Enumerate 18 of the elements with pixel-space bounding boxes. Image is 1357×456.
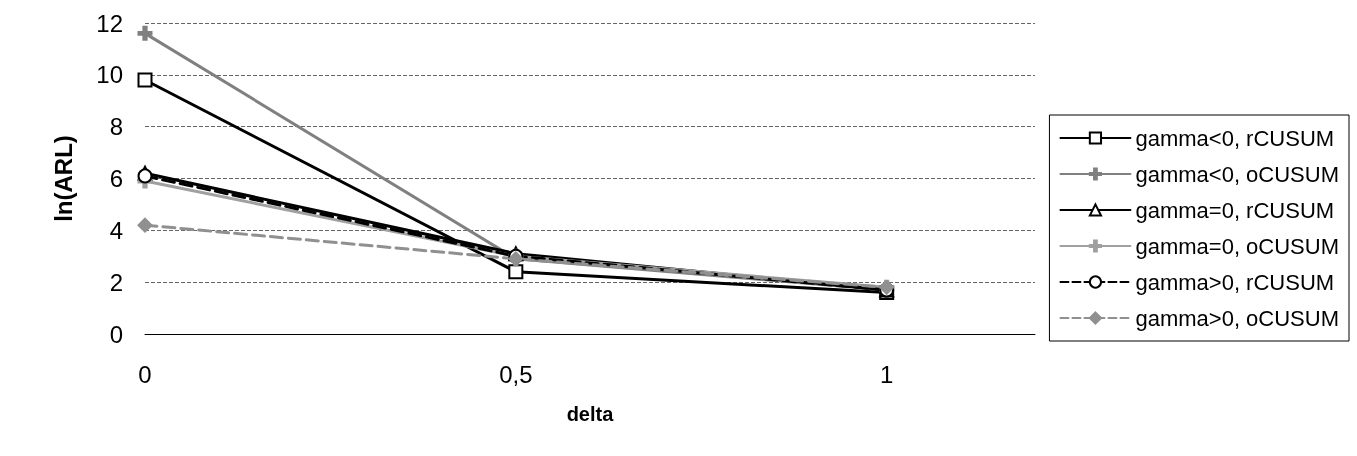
legend-label: gamma<0, oCUSUM <box>1135 161 1340 187</box>
legend-label: gamma=0, rCUSUM <box>1135 197 1335 223</box>
y-tick-label: 10 <box>96 61 123 89</box>
x-tick-label: 0 <box>138 360 152 388</box>
x-tick-label: 1 <box>879 360 894 388</box>
legend-label: gamma>0, oCUSUM <box>1135 305 1340 331</box>
y-tick-label: 4 <box>109 216 123 244</box>
y-tick-label: 0 <box>109 320 123 348</box>
y-tick-label: 12 <box>96 9 123 37</box>
legend-label: gamma<0, rCUSUM <box>1135 125 1335 151</box>
y-tick-label: 8 <box>109 113 123 141</box>
y-axis-title: ln(ARL) <box>49 135 77 222</box>
y-tick-label: 6 <box>109 165 123 192</box>
y-tick-label: 2 <box>109 268 123 296</box>
legend-label: gamma=0, oCUSUM <box>1135 233 1340 259</box>
x-axis-title: delta <box>566 403 615 425</box>
x-tick-label: 0,5 <box>499 360 533 388</box>
legend-label: gamma>0, rCUSUM <box>1135 269 1335 295</box>
